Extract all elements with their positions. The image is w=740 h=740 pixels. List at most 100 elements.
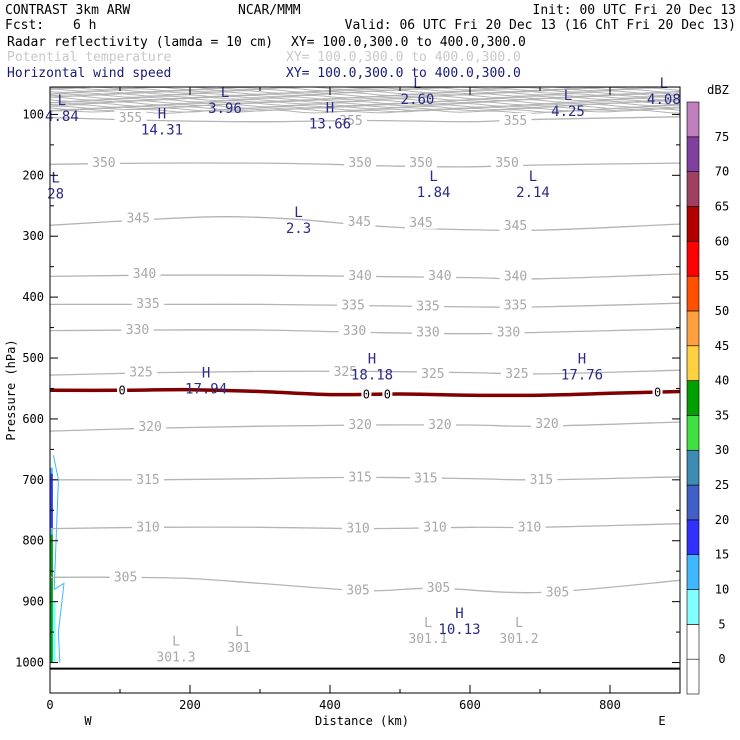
theta-label-bg-305-3 — [541, 584, 574, 599]
x-tick-label-200: 200 — [179, 698, 201, 712]
field-xy-wind: XY= 100.0,300.0 to 400.0,300.0 — [286, 66, 521, 81]
theta-label-345-2: 345 — [409, 216, 432, 231]
colorbar-segment-8 — [686, 380, 700, 416]
init-time: Init: 00 UTC Fri 20 Dec 13 — [533, 3, 737, 18]
theta-contour-top-13 — [49, 100, 681, 105]
fcst-value: 6 h — [73, 18, 96, 33]
theta-label-bg-355-2 — [499, 113, 532, 128]
colorbar-tick-label-60: 60 — [715, 234, 729, 248]
theta-label-bg-345-2 — [405, 214, 437, 229]
theta-label-345-0: 345 — [126, 212, 149, 227]
theta-label-bg-310-1 — [342, 520, 374, 535]
theta-label-bg-335-1 — [337, 297, 370, 312]
wind-extremum-value-8: 1.84 — [417, 185, 451, 201]
theta-extremum-value-3: 301.2 — [499, 632, 538, 647]
theta-label-305-1: 305 — [346, 584, 369, 599]
wind-extremum-value-9: 2.14 — [516, 185, 550, 201]
colorbar-segment-14 — [686, 171, 700, 207]
colorbar-segment-15 — [686, 136, 700, 172]
theta-label-330-2: 330 — [416, 325, 439, 340]
reflectivity-cell-2 — [50, 534, 53, 663]
theta-label-340-3: 340 — [504, 269, 527, 284]
wind-extremum-value-3: 13.66 — [309, 116, 351, 132]
colorbar-tick-label-70: 70 — [715, 165, 729, 179]
colorbar-segment-12 — [686, 240, 700, 277]
colorbar-segment-9 — [686, 345, 700, 381]
theta-label-325-2: 325 — [421, 367, 444, 382]
theta-label-330-3: 330 — [497, 325, 520, 340]
theta-label-350-2: 350 — [409, 156, 432, 171]
reflectivity-cell-1 — [50, 473, 53, 529]
zero-contour-label-3: 0 — [654, 386, 661, 400]
theta-label-bg-325-3 — [500, 365, 533, 380]
colorbar-segment-3 — [686, 554, 700, 590]
x-axis-label: Distance (km) — [315, 714, 409, 728]
colorbar-tick-label-75: 75 — [715, 130, 729, 144]
wind-extremum-value-14: 10.13 — [438, 622, 480, 638]
x-tick-label-400: 400 — [319, 698, 341, 712]
theta-contour-top-6 — [49, 91, 681, 97]
colorbar-tick-label-15: 15 — [715, 548, 729, 562]
zero-label-bg-2 — [382, 388, 393, 401]
theta-label-335-0: 335 — [136, 297, 159, 312]
wind-extremum-type-14: H — [455, 606, 463, 622]
wind-extremum-value-1: 3.96 — [208, 101, 242, 117]
theta-label-bg-305-2 — [422, 580, 455, 595]
theta-extremum-type-1: L — [235, 625, 243, 640]
theta-label-355-2: 355 — [504, 114, 527, 129]
colorbar-tick-label-35: 35 — [715, 408, 729, 422]
theta-label-bg-340-2 — [423, 267, 456, 282]
colorbar-tick-label-55: 55 — [715, 269, 729, 283]
wind-extremum-type-8: L — [429, 169, 437, 185]
zero-contour-label-1: 0 — [363, 388, 370, 402]
theta-label-315-1: 315 — [348, 470, 371, 485]
reflectivity-outline — [53, 455, 65, 663]
theta-label-355-1: 355 — [339, 114, 362, 129]
theta-contour-top-17 — [49, 104, 681, 110]
theta-label-320-1: 320 — [348, 418, 371, 433]
theta-label-bg-310-2 — [419, 519, 451, 534]
theta-label-bg-315-1 — [344, 469, 377, 484]
colorbar-segment-10 — [686, 310, 700, 347]
y-axis-label: Pressure (hPa) — [4, 339, 18, 440]
theta-label-bg-320-0 — [134, 418, 167, 433]
y-tick-label-700: 700 — [22, 473, 44, 487]
x-tick-label-0: 0 — [46, 698, 53, 712]
theta-label-bg-340-1 — [344, 267, 377, 282]
theta-label-355-0: 355 — [119, 111, 142, 126]
theta-label-335-3: 335 — [504, 299, 527, 314]
theta-label-350-3: 350 — [495, 156, 518, 171]
wind-extremum-value-11: 18.18 — [351, 367, 393, 383]
theta-label-340-0: 340 — [133, 267, 156, 282]
theta-label-bg-310-0 — [132, 519, 164, 534]
wind-extremum-value-2: 14.31 — [141, 122, 183, 138]
plot-frame — [49, 86, 681, 694]
theta-label-310-2: 310 — [423, 520, 446, 535]
wind-extremum-value-7: 28 — [47, 186, 64, 202]
theta-label-bg-355-1 — [335, 113, 367, 128]
theta-label-bg-305-0 — [109, 569, 142, 584]
theta-label-350-0: 350 — [92, 156, 115, 171]
theta-label-bg-325-0 — [125, 364, 157, 379]
wind-extremum-type-1: L — [221, 85, 229, 101]
theta-label-310-1: 310 — [346, 522, 369, 537]
theta-label-320-0: 320 — [138, 420, 161, 435]
field-name-reflectivity: Radar reflectivity (lamda = 10 cm) — [7, 35, 273, 50]
zero-contour-label-0: 0 — [118, 383, 125, 397]
colorbar-segment-0 — [686, 658, 700, 695]
wind-extremum-value-0: 4.84 — [45, 109, 79, 125]
colorbar-tick-label-30: 30 — [715, 443, 729, 457]
theta-label-310-3: 310 — [518, 520, 541, 535]
theta-contour-top-9 — [49, 95, 681, 100]
theta-label-330-0: 330 — [126, 323, 149, 338]
x-tick-label-600: 600 — [459, 698, 481, 712]
colorbar-segment-4 — [686, 519, 700, 556]
colorbar-segment-2 — [686, 589, 700, 625]
theta-label-325-3: 325 — [505, 367, 528, 382]
model-title: CONTRAST 3km ARW — [5, 3, 130, 18]
wind-extremum-type-9: L — [529, 169, 537, 185]
y-tick-label-600: 600 — [22, 412, 44, 426]
theta-contour-top-5 — [49, 90, 681, 96]
theta-label-bg-335-0 — [132, 295, 164, 310]
y-tick-label-300: 300 — [22, 229, 44, 243]
